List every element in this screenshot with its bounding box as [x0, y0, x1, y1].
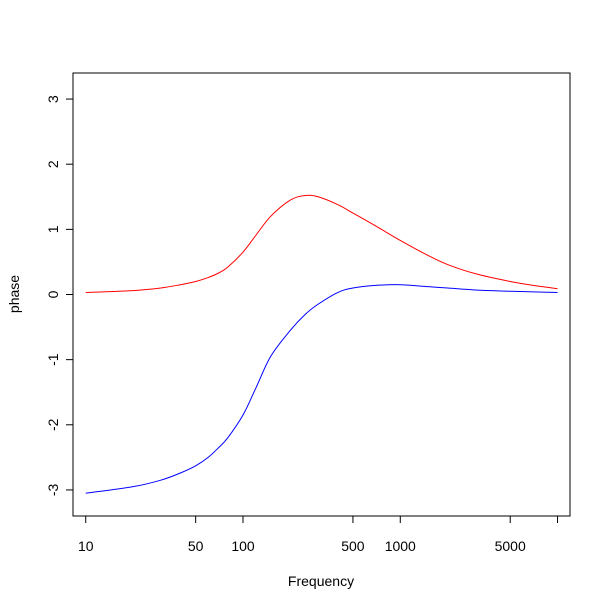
x-axis-label: Frequency	[288, 573, 354, 589]
y-tick-label: 1	[45, 225, 61, 233]
x-tick-label: 1000	[385, 538, 416, 554]
y-tick-label: -1	[45, 353, 61, 366]
plot-frame	[72, 72, 571, 517]
x-axis: 10 50 100 500 1000 5000	[78, 515, 559, 554]
x-tick-label: 10	[78, 538, 94, 554]
y-tick-label: -2	[45, 418, 61, 431]
x-tick-label: 50	[188, 538, 204, 554]
y-tick-label: 0	[45, 290, 61, 298]
series-line-2	[85, 284, 558, 494]
x-tick-label: 5000	[495, 538, 526, 554]
series-layer	[85, 194, 558, 494]
series-line-1	[85, 194, 558, 294]
y-tick-label: 2	[45, 160, 61, 168]
y-tick-label: 3	[45, 95, 61, 103]
x-tick-label: 100	[231, 538, 255, 554]
y-tick-label: -3	[45, 484, 61, 497]
y-axis: -3 -2 -1 0 1 2 3	[45, 95, 74, 497]
y-axis-label: phase	[6, 275, 22, 313]
x-tick-label: 500	[341, 538, 365, 554]
